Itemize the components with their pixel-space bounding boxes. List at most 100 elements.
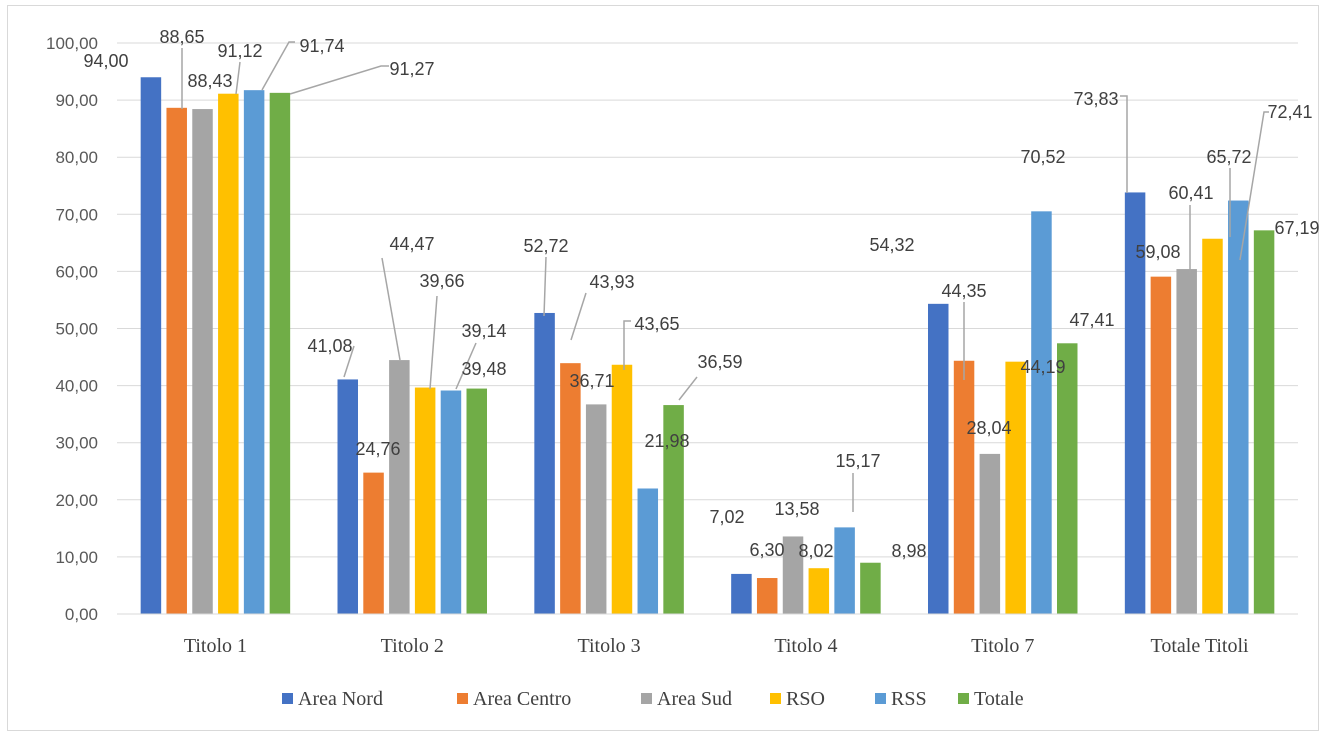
leader-line	[1120, 95, 1128, 193]
bar	[337, 379, 358, 614]
data-label: 52,72	[523, 236, 568, 256]
bar	[1031, 211, 1052, 614]
bar	[269, 92, 291, 615]
legend-swatch	[875, 693, 886, 704]
legend-item: RSS	[875, 688, 927, 710]
data-label: 65,72	[1206, 147, 1251, 167]
leader-line	[543, 256, 547, 317]
bar	[218, 93, 239, 614]
bar	[953, 360, 975, 614]
data-label: 43,93	[589, 272, 634, 292]
y-tick-label: 30,00	[55, 434, 98, 453]
leader-line	[261, 41, 295, 91]
data-label: 15,17	[835, 451, 880, 471]
bar	[140, 77, 162, 614]
bar	[440, 390, 462, 614]
y-tick-label: 20,00	[55, 491, 98, 510]
data-label: 36,59	[697, 352, 742, 372]
data-label: 8,02	[798, 541, 833, 561]
y-tick-label: 80,00	[55, 148, 98, 167]
bar	[534, 312, 555, 614]
bar	[414, 387, 436, 614]
data-label: 36,71	[569, 371, 614, 391]
legend-swatch	[457, 693, 468, 704]
data-label: 88,43	[187, 71, 232, 91]
bar	[731, 573, 752, 614]
legend-label: Area Centro	[473, 688, 571, 710]
bar	[834, 527, 855, 614]
legend-label: RSO	[786, 688, 825, 710]
y-axis: 0,00 10,00 20,00 30,00 40,00 50,00 60,00 70,00 8…	[46, 34, 98, 624]
legend-swatch	[958, 693, 969, 704]
bar	[637, 488, 659, 614]
x-tick-label: Titolo 7	[971, 635, 1034, 657]
data-label: 70,52	[1020, 147, 1065, 167]
bar	[585, 404, 607, 614]
data-label: 44,35	[941, 281, 986, 301]
data-label: 91,74	[299, 36, 344, 56]
legend: Area Nord Area Centro Area Sud RSO RSS Totale	[282, 688, 1024, 710]
y-tick-label: 40,00	[55, 377, 98, 396]
bar	[363, 472, 384, 614]
bar	[1005, 361, 1026, 614]
data-label: 91,27	[389, 59, 434, 79]
bar	[1228, 200, 1249, 615]
y-tick-label: 50,00	[55, 320, 98, 339]
leader-line	[289, 65, 389, 95]
y-tick-label: 60,00	[55, 262, 98, 281]
leader-line	[1239, 111, 1269, 261]
leader-line	[381, 257, 401, 361]
x-axis: Titolo 1 Titolo 2 Titolo 3 Titolo 4 Titolo 7…	[117, 613, 1298, 657]
data-label: 44,47	[389, 234, 434, 254]
data-label: 54,32	[869, 235, 914, 255]
bar	[1124, 192, 1146, 614]
bar	[166, 107, 187, 614]
legend-item: Area Centro	[457, 688, 571, 710]
bar	[756, 578, 778, 614]
data-label: 72,41	[1267, 102, 1312, 122]
data-label: 39,14	[461, 321, 506, 341]
x-tick-label: Titolo 3	[577, 635, 640, 657]
bar	[782, 536, 804, 614]
x-tick-label: Titolo 4	[774, 635, 837, 657]
bar	[560, 363, 581, 614]
bars	[140, 77, 1275, 615]
legend-item: Area Nord	[282, 688, 383, 710]
leader-lines	[181, 41, 1269, 512]
legend-label: RSS	[891, 688, 927, 710]
data-label: 47,41	[1069, 310, 1114, 330]
leader-line	[623, 320, 631, 370]
data-label: 73,83	[1073, 89, 1118, 109]
leader-line	[343, 345, 355, 378]
bar	[928, 303, 949, 614]
data-label: 21,98	[644, 431, 689, 451]
gridlines	[117, 42, 1298, 615]
data-label: 41,08	[307, 336, 352, 356]
y-tick-label: 10,00	[55, 548, 98, 567]
leader-line	[429, 295, 438, 390]
bar	[663, 405, 684, 614]
data-label: 43,65	[634, 314, 679, 334]
legend-item: RSO	[770, 688, 825, 710]
bar	[466, 388, 487, 614]
legend-item: Area Sud	[641, 688, 732, 710]
data-label: 6,30	[749, 540, 784, 560]
leader-line	[570, 292, 587, 341]
data-label: 7,02	[709, 507, 744, 527]
bar	[389, 360, 410, 614]
legend-item: Totale	[958, 688, 1024, 710]
bar	[1253, 230, 1275, 614]
bar	[1176, 269, 1197, 614]
legend-label: Totale	[974, 688, 1024, 710]
bar	[243, 90, 265, 614]
bar	[611, 364, 633, 614]
x-tick-label: Totale Titoli	[1151, 635, 1250, 657]
legend-label: Area Nord	[298, 688, 383, 710]
data-label: 88,65	[159, 27, 204, 47]
data-label: 94,00	[83, 51, 128, 71]
data-label: 91,12	[217, 41, 262, 61]
y-tick-label: 70,00	[55, 205, 98, 224]
data-label: 28,04	[966, 418, 1011, 438]
data-label: 44,19	[1020, 357, 1065, 377]
